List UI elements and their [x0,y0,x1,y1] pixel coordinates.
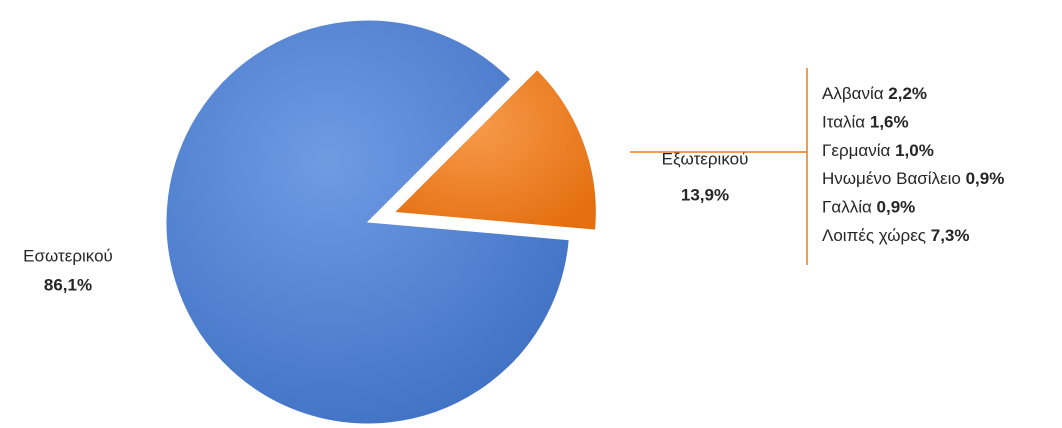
pie-slice [393,68,597,231]
breakdown-label: Λοιπές χώρες [822,226,926,245]
slice-label: Εξωτερικού [662,149,749,168]
breakdown-item: Ιταλία 1,6% [822,113,909,132]
pie-slice [165,19,570,425]
breakdown-value: 7,3% [931,226,970,245]
breakdown-item: Γαλλία 0,9% [822,198,915,217]
breakdown-label: Ηνωμένο Βασίλειο [822,170,961,189]
breakdown-label: Γερμανία [822,141,891,160]
slice-value-label: 13,9% [681,185,729,204]
breakdown-value: 2,2% [888,84,927,103]
breakdown-value: 1,0% [895,141,934,160]
breakdown-value: 0,9% [966,170,1005,189]
pie [165,19,597,425]
breakdown-value: 1,6% [870,113,909,132]
breakdown-item: Γερμανία 1,0% [822,141,934,160]
breakdown-item: Αλβανία 2,2% [822,84,927,103]
breakdown-label: Αλβανία [822,84,884,103]
slice-label: Εσωτερικού [23,246,113,265]
breakdown-list: Αλβανία 2,2% Ιταλία 1,6% Γερμανία 1,0% Ηνωμ… [822,84,1004,245]
breakdown-label: Ιταλία [822,113,865,132]
breakdown-item: Λοιπές χώρες 7,3% [822,226,969,245]
breakdown-value: 0,9% [877,198,916,217]
breakdown-label: Γαλλία [822,198,872,217]
slice-value-label: 86,1% [44,275,92,294]
breakdown-item: Ηνωμένο Βασίλειο 0,9% [822,170,1004,189]
